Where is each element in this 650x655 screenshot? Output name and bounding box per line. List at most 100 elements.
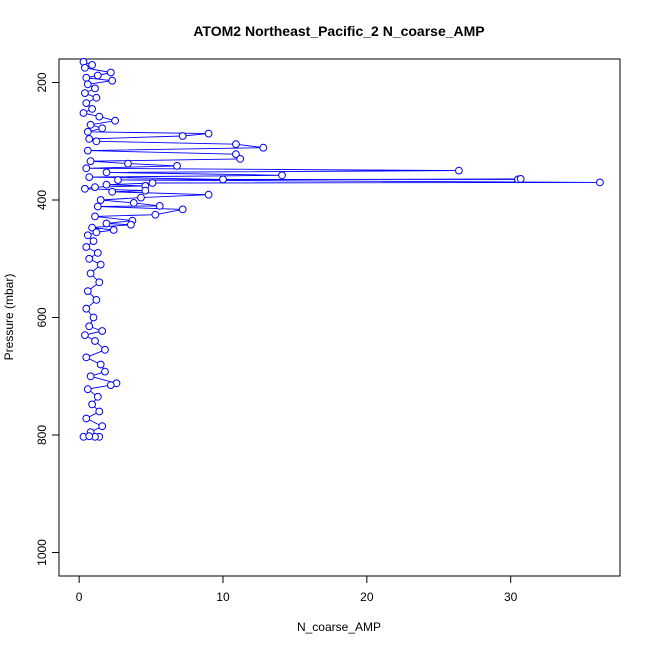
data-point [93, 202, 102, 211]
x-axis: 0 10 20 30 [76, 575, 518, 604]
data-point [91, 212, 99, 221]
data-point [98, 124, 107, 133]
data-point [96, 260, 105, 269]
data-point [86, 157, 95, 166]
data-point [106, 68, 115, 77]
data-point [596, 178, 604, 187]
data-point [92, 228, 101, 237]
data-point [85, 135, 94, 143]
data-point [114, 176, 122, 184]
data-point [81, 331, 89, 340]
data-point [95, 278, 104, 287]
data-point [278, 171, 286, 180]
data-point [259, 143, 268, 152]
y-tick-label: 400 [35, 190, 49, 210]
data-point [85, 254, 94, 263]
series-line [82, 61, 600, 438]
data-point [88, 400, 96, 409]
data-point [98, 422, 107, 431]
data-point [88, 61, 96, 69]
data-point [83, 287, 92, 296]
data-point [178, 132, 187, 140]
data-point [173, 162, 181, 170]
x-tick-label: 10 [216, 590, 230, 604]
data-point [98, 327, 107, 335]
chart-title: ATOM2 Northeast_Pacific_2 N_coarse_AMP [193, 23, 484, 39]
plot-frame [58, 58, 621, 577]
data-point [86, 120, 95, 129]
data-point [95, 112, 104, 121]
data-point [88, 223, 96, 232]
data-point [92, 137, 101, 146]
data-point [86, 372, 95, 381]
data-point [126, 220, 135, 229]
data-point [93, 392, 102, 401]
data-point [204, 190, 213, 199]
data-point [86, 269, 95, 278]
data-point [96, 196, 105, 204]
x-tick-label: 30 [504, 590, 518, 604]
data-point [83, 146, 92, 155]
data-point [236, 155, 245, 163]
data-point [124, 159, 132, 168]
data-point [96, 360, 105, 369]
data-point [88, 105, 96, 113]
data-point [81, 184, 89, 193]
data-point [455, 166, 463, 175]
data-point [82, 414, 91, 423]
data-point [82, 164, 91, 173]
data-point [232, 150, 240, 159]
x-tick-label: 20 [360, 590, 374, 604]
data-point [101, 367, 109, 376]
data-point [93, 249, 102, 257]
data-point [91, 84, 99, 93]
data-point [85, 322, 94, 331]
data-point [89, 237, 98, 246]
data-point [79, 109, 88, 117]
y-tick-label: 600 [35, 307, 49, 327]
y-axis-label: Pressure (mbar) [2, 274, 16, 361]
data-point [83, 231, 92, 240]
y-tick-label: 200 [35, 72, 49, 92]
x-axis-label: N_coarse_AMP [297, 620, 381, 634]
data-point [102, 168, 111, 177]
data-point [106, 381, 115, 390]
data-point [108, 187, 117, 196]
data-point [137, 193, 145, 202]
data-point [93, 71, 102, 80]
data-point [204, 129, 213, 138]
data-point [109, 226, 118, 234]
data-point [102, 180, 111, 189]
data-point [92, 93, 101, 102]
data-point [232, 140, 240, 149]
data-point [101, 345, 109, 354]
data-point [148, 179, 157, 187]
data-point [92, 296, 101, 304]
data-point [102, 219, 111, 228]
x-tick-label: 0 [76, 590, 83, 604]
data-point [85, 173, 94, 182]
data-point [108, 76, 117, 85]
data-point [85, 432, 94, 441]
y-tick-label: 1000 [35, 539, 49, 566]
data-point [89, 313, 98, 322]
y-tick-label: 800 [35, 425, 49, 445]
data-point [91, 183, 99, 192]
data-point [83, 385, 92, 394]
data-point [91, 337, 99, 345]
data-point [82, 304, 91, 313]
data-point [82, 243, 91, 251]
data-point [151, 210, 160, 219]
data-point [82, 73, 91, 82]
data-point [95, 407, 104, 416]
data-point [83, 127, 92, 136]
data-point [141, 186, 150, 195]
data-point [155, 202, 164, 210]
y-axis: 200 400 600 800 1000 [35, 72, 60, 566]
data-point [219, 175, 227, 184]
data-point [111, 116, 119, 125]
plot-area [79, 58, 604, 441]
data-point [81, 63, 89, 72]
